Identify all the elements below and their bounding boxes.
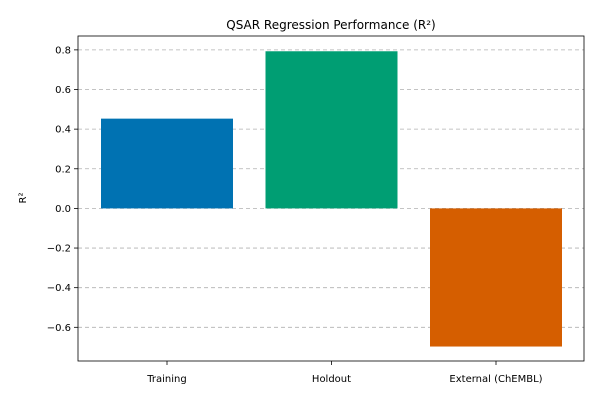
y-tick-label: 0.2 bbox=[55, 164, 71, 175]
y-tick-label: 0.0 bbox=[55, 204, 71, 215]
x-tick-label: Holdout bbox=[312, 374, 351, 385]
y-axis-ticks: −0.6 −0.4 −0.2 0.0 0.2 0.4 0.6 0.8 bbox=[47, 45, 78, 334]
bar bbox=[430, 208, 562, 347]
x-axis-ticks: Training Holdout External (ChEMBL) bbox=[146, 361, 543, 385]
x-tick-label: External (ChEMBL) bbox=[449, 374, 542, 385]
y-tick-label: 0.6 bbox=[55, 85, 71, 96]
y-tick-label: 0.4 bbox=[55, 125, 71, 136]
chart-title: QSAR Regression Performance (R²) bbox=[226, 18, 435, 32]
bars bbox=[101, 51, 562, 347]
y-tick-label: −0.2 bbox=[47, 244, 71, 255]
y-tick-label: −0.4 bbox=[47, 283, 71, 294]
y-axis-label: R² bbox=[18, 193, 29, 204]
y-tick-label: −0.6 bbox=[47, 323, 71, 334]
y-tick-label: 0.8 bbox=[55, 45, 71, 56]
x-tick-label: Training bbox=[146, 374, 186, 385]
bar bbox=[265, 51, 398, 209]
plot-frame bbox=[77, 35, 585, 362]
bar bbox=[101, 118, 233, 209]
